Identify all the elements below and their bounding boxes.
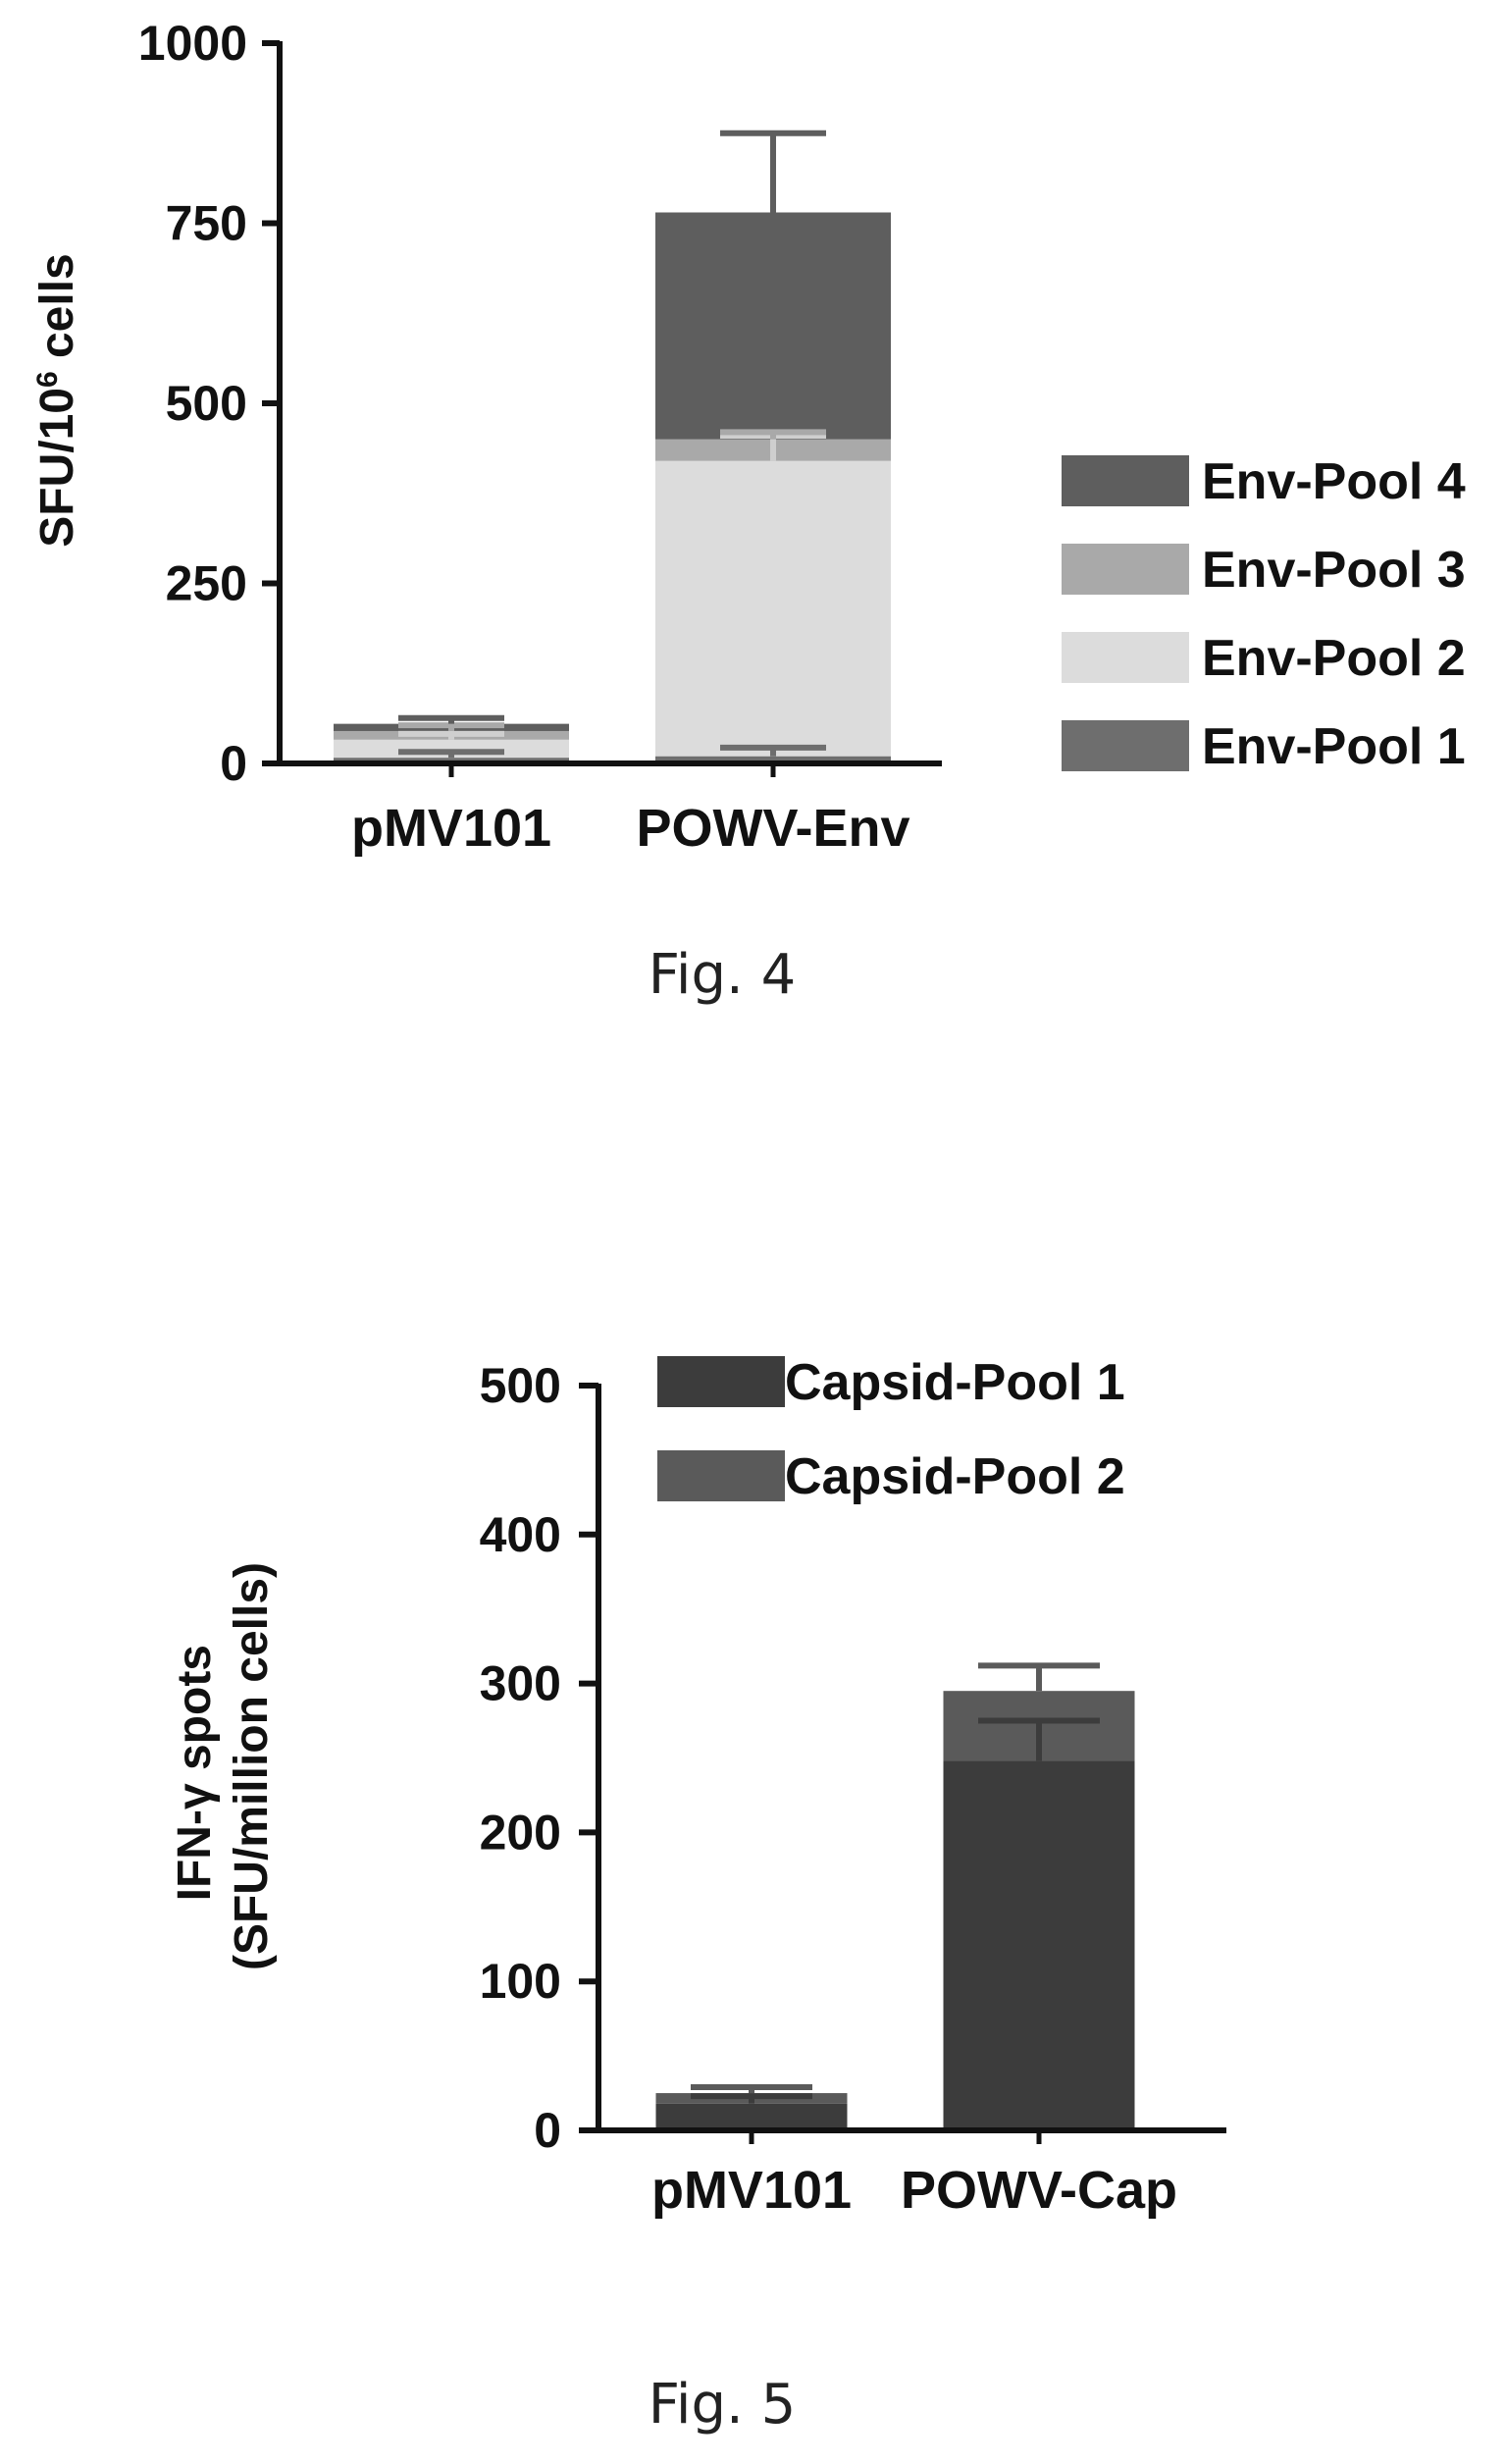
fig5-y-label-line1: IFN-γ spots xyxy=(169,1645,221,1901)
fig4-category-labels: pMV101 POWV-Env xyxy=(351,763,910,858)
fig5-legend-swatch xyxy=(657,1450,785,1501)
fig4-bars xyxy=(334,212,891,763)
fig5-tick-label: 300 xyxy=(480,1656,561,1711)
fig5-tick-label: 400 xyxy=(480,1507,561,1562)
fig5-category-label: POWV-Cap xyxy=(901,2161,1177,2220)
fig4-error-bars xyxy=(398,130,826,759)
fig5-caption: Fig. 5 xyxy=(649,2373,796,2437)
fig4-y-label-unit: cells xyxy=(31,253,83,371)
fig4-bar-segment xyxy=(655,212,891,440)
fig4-legend-swatch xyxy=(1062,632,1189,683)
fig5-bars xyxy=(655,1691,1135,2130)
fig4-category-label: pMV101 xyxy=(351,799,551,858)
fig4-legend-swatch xyxy=(1062,455,1189,506)
fig5-bar-segment xyxy=(943,1760,1135,2130)
fig4-legend-swatch xyxy=(1062,720,1189,771)
fig5-y-axis-label: IFN-γ spots (SFU/million cells) xyxy=(169,1562,278,1970)
fig4-y-axis-label: SFU/106 cells xyxy=(31,253,83,548)
fig4-legend-label: Env-Pool 4 xyxy=(1202,453,1466,510)
fig5-error-bars xyxy=(691,1662,1100,2104)
fig4-y-label-main: SFU/10 xyxy=(31,388,83,548)
fig5-tick-label: 500 xyxy=(480,1358,561,1413)
fig4-y-label-exponent: 6 xyxy=(31,371,64,388)
fig4-legend-label: Env-Pool 3 xyxy=(1202,542,1466,599)
fig4-legend-label: Env-Pool 2 xyxy=(1202,630,1466,687)
fig5-legend: Capsid-Pool 1 Capsid-Pool 2 xyxy=(657,1354,1125,1505)
fig4-chart: SFU/106 cells 0 250 500 750 1000 pMV101 POWV-… xyxy=(31,16,1466,1007)
fig5-tick-label: 100 xyxy=(480,1954,561,2009)
fig4-tick-label: 750 xyxy=(166,196,247,251)
fig5-tick-label: 0 xyxy=(534,2103,561,2158)
fig4-legend: Env-Pool 4 Env-Pool 3 Env-Pool 2 Env-Pool 1 xyxy=(1062,453,1466,775)
fig5-category-labels: pMV101 POWV-Cap xyxy=(651,2130,1177,2220)
fig5-y-label-line2: (SFU/million cells) xyxy=(226,1562,278,1970)
fig4-tick-label: 500 xyxy=(166,376,247,431)
fig5-y-ticks: 0 100 200 300 400 500 xyxy=(480,1358,598,2158)
fig4-tick-label: 1000 xyxy=(138,16,247,71)
fig5-legend-label: Capsid-Pool 2 xyxy=(785,1448,1125,1505)
fig4-tick-label: 250 xyxy=(166,556,247,611)
fig4-tick-label: 0 xyxy=(220,736,247,791)
fig4-caption: Fig. 4 xyxy=(649,943,796,1007)
fig4-bar-segment xyxy=(655,756,891,763)
fig5-chart: IFN-γ spots (SFU/million cells) 0 100 200 3… xyxy=(169,1354,1226,2437)
fig5-legend-swatch xyxy=(657,1356,785,1407)
fig4-bar-segment xyxy=(655,460,891,757)
fig4-legend-swatch xyxy=(1062,544,1189,595)
fig5-legend-label: Capsid-Pool 1 xyxy=(785,1354,1125,1411)
fig5-category-label: pMV101 xyxy=(651,2161,852,2220)
fig4-y-ticks: 0 250 500 750 1000 xyxy=(138,16,280,791)
fig5-tick-label: 200 xyxy=(480,1805,561,1860)
fig4-bar-segment xyxy=(334,739,569,759)
fig4-category-label: POWV-Env xyxy=(636,799,909,858)
fig5-bar-segment xyxy=(655,2103,848,2130)
fig4-legend-label: Env-Pool 1 xyxy=(1202,718,1466,775)
